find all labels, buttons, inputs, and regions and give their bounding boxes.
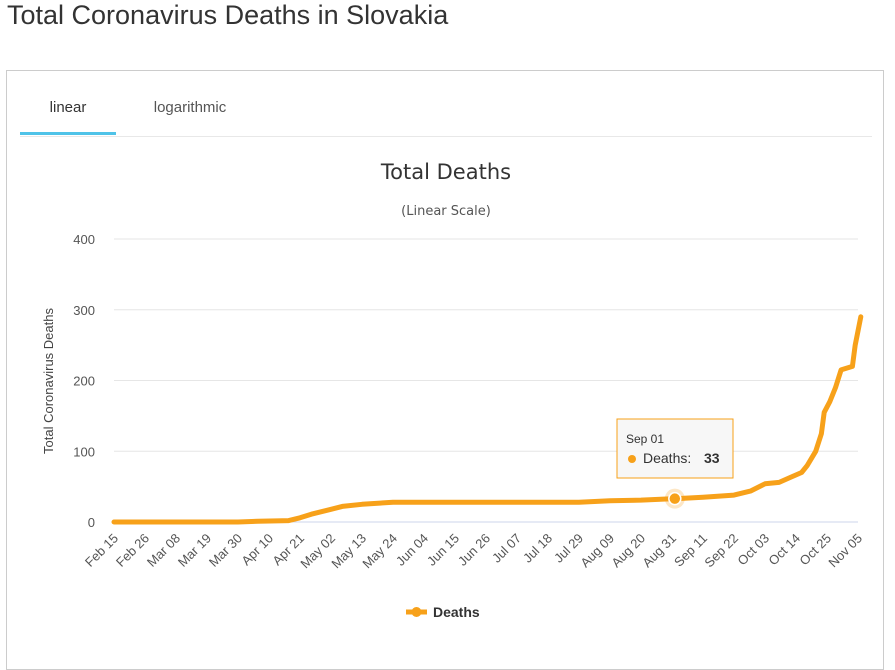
deaths-chart: Total Deaths (Linear Scale) Total Corona…	[41, 160, 865, 620]
tab-linear[interactable]: linear	[20, 86, 116, 135]
series-deaths	[111, 314, 864, 525]
x-tick-label: Aug 31	[639, 531, 679, 571]
x-tick-label: May 24	[359, 531, 400, 572]
x-tick-label: Mar 30	[206, 531, 245, 570]
series-line-deaths	[111, 314, 864, 525]
chart-title: Total Deaths	[380, 160, 511, 184]
y-tick-label: 0	[88, 515, 95, 530]
x-tick-label: Jul 18	[520, 531, 555, 566]
y-tick-label: 400	[73, 232, 95, 247]
x-tick-label: Oct 03	[734, 531, 772, 569]
y-tick-label: 200	[73, 374, 95, 389]
legend[interactable]: Deaths	[406, 604, 480, 620]
x-tick-label: Mar 08	[144, 531, 183, 570]
chart-subtitle: (Linear Scale)	[401, 204, 491, 219]
tooltip-date: Sep 01	[626, 432, 664, 446]
x-tick-label: Jun 15	[424, 531, 462, 569]
page-title: Total Coronavirus Deaths in Slovakia	[7, 0, 449, 30]
y-tick-label: 100	[73, 444, 95, 459]
tooltip-box	[616, 418, 734, 479]
x-tick-label: Nov 05	[825, 531, 865, 571]
tooltip: Sep 01 Deaths: 33	[616, 418, 734, 479]
x-tick-label: Jun 26	[455, 531, 493, 569]
tooltip-series-label: Deaths:	[643, 450, 691, 466]
tooltip-value: 33	[704, 450, 720, 466]
y-tick-label: 300	[73, 303, 95, 318]
tooltip-dot	[628, 455, 636, 463]
tab-logarithmic[interactable]: logarithmic	[153, 99, 227, 116]
grid-lines	[114, 238, 858, 523]
x-tick-label: Feb 26	[113, 531, 152, 570]
x-tick-label: Mar 19	[175, 531, 214, 570]
x-tick-label: Jun 04	[393, 531, 431, 569]
legend-label: Deaths	[433, 604, 480, 620]
x-tick-label: Aug 09	[577, 531, 617, 571]
x-tick-label: Sep 22	[701, 531, 741, 571]
x-tick-label: Feb 15	[82, 531, 121, 570]
x-tick-label: Aug 20	[608, 531, 648, 571]
hover-point[interactable]	[668, 491, 682, 506]
y-axis-labels: 0 100 200 300 400	[73, 232, 95, 530]
scale-tabs: linear logarithmic	[20, 86, 872, 137]
x-tick-label: Oct 14	[765, 531, 803, 569]
legend-marker	[411, 607, 422, 617]
x-tick-label: Jul 07	[489, 531, 524, 566]
x-tick-label: Apr 10	[238, 531, 276, 569]
y-axis-title: Total Coronavirus Deaths	[41, 308, 56, 454]
